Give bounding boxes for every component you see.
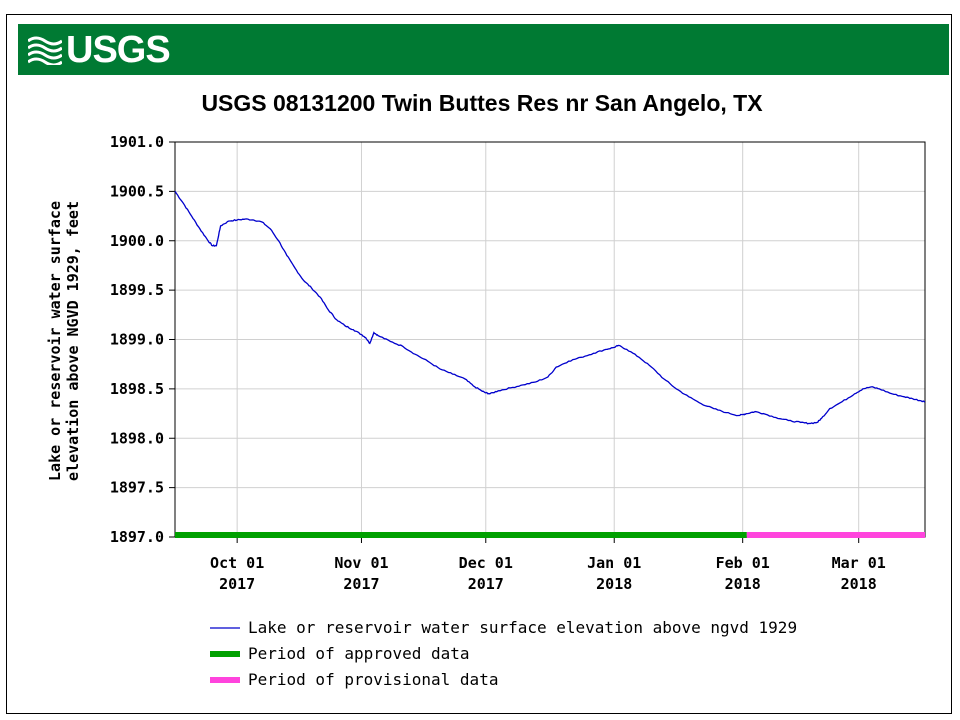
y-tick-label: 1900.5 <box>110 182 164 200</box>
period-bars <box>175 532 925 538</box>
y-tick-label: 1901.0 <box>110 133 164 151</box>
x-tick-label-year: 2017 <box>343 575 379 593</box>
period-bar <box>175 532 747 538</box>
y-tick-label: 1898.0 <box>110 429 164 447</box>
y-tick-label: 1900.0 <box>110 232 164 250</box>
x-tick-label: Oct 01 <box>210 554 264 572</box>
legend-label: Period of approved data <box>248 644 470 663</box>
legend-label: Lake or reservoir water surface elevatio… <box>248 618 797 637</box>
x-tick-label: Jan 01 <box>587 554 641 572</box>
y-axis-label: Lake or reservoir water surface elevatio… <box>46 201 82 481</box>
x-tick-label-year: 2018 <box>596 575 632 593</box>
x-tick-label: Mar 01 <box>832 554 886 572</box>
x-tick-label-year: 2017 <box>468 575 504 593</box>
chart-title: USGS 08131200 Twin Buttes Res nr San Ang… <box>201 90 763 116</box>
usgs-logo-text: USGS <box>66 29 171 71</box>
legend-entry: Lake or reservoir water surface elevatio… <box>210 618 797 637</box>
legend-label: Period of provisional data <box>248 670 498 689</box>
chart-frame <box>6 14 952 714</box>
y-tick-label: 1898.5 <box>110 380 164 398</box>
usgs-logo[interactable]: USGS <box>28 29 171 71</box>
y-axis-ticks: 1901.0 1900.5 1900.0 1899.5 1899.0 1898.5 1898… <box>110 133 175 546</box>
legend-entry: Period of approved data <box>210 644 470 663</box>
y-tick-label: 1899.5 <box>110 281 164 299</box>
x-tick-label: Dec 01 <box>459 554 513 572</box>
usgs-header-bar: USGS <box>18 24 949 75</box>
x-tick-label-year: 2018 <box>725 575 761 593</box>
y-tick-label: 1897.5 <box>110 479 164 497</box>
x-tick-label: Nov 01 <box>334 554 388 572</box>
y-axis-label-line1: Lake or reservoir water surface <box>46 201 64 481</box>
y-tick-label: 1899.0 <box>110 331 164 349</box>
series-layer <box>174 191 926 425</box>
x-tick-label-year: 2018 <box>841 575 877 593</box>
usgs-wave-icon <box>28 36 62 65</box>
y-tick-label: 1897.0 <box>110 528 164 546</box>
x-axis-ticks: Oct 01 2017 Nov 01 2017 Dec 01 2017 Jan 01 2018… <box>210 537 886 593</box>
grid <box>175 142 925 537</box>
x-tick-label-year: 2017 <box>219 575 255 593</box>
x-tick-label: Feb 01 <box>716 554 770 572</box>
legend-entry: Period of provisional data <box>210 670 498 689</box>
period-bar <box>746 532 925 538</box>
series-line <box>174 191 926 425</box>
legend: Lake or reservoir water surface elevatio… <box>210 618 797 689</box>
y-axis-label-line2: elevation above NGVD 1929, feet <box>64 201 82 481</box>
